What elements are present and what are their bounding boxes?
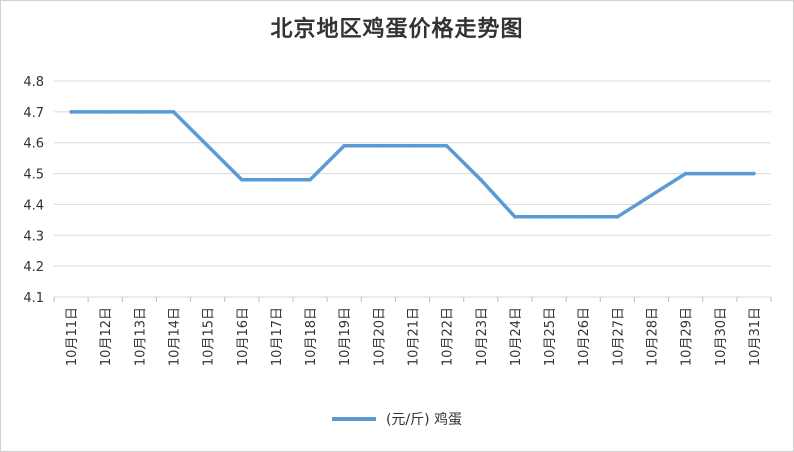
x-tick-label: 10月18日 (304, 307, 319, 366)
y-tick-label: 4.2 (23, 260, 44, 275)
x-tick-label: 10月27日 (611, 307, 626, 366)
x-tick-label: 10月21日 (407, 307, 422, 366)
data-point (479, 177, 483, 182)
data-point (69, 110, 73, 114)
series-line-egg (71, 110, 754, 219)
x-tick-label: 10月26日 (577, 307, 592, 366)
x-tick-label: 10月28日 (646, 307, 661, 366)
x-tick-label: 10月23日 (475, 307, 490, 366)
data-point (718, 171, 722, 176)
legend-label: (元/斤) 鸡蛋 (385, 412, 463, 428)
x-tick-label: 10月12日 (99, 307, 114, 366)
y-tick-label: 4.1 (23, 291, 44, 306)
x-tick-label: 10月11日 (65, 307, 80, 366)
data-point (513, 215, 517, 219)
x-tick-label: 10月17日 (270, 307, 285, 366)
x-tick-label: 10月29日 (680, 307, 695, 366)
x-tick-label: 10月31日 (748, 307, 763, 366)
x-tick-label: 10月14日 (168, 307, 183, 366)
data-point (752, 171, 756, 176)
data-point (444, 144, 449, 148)
legend-swatch (331, 417, 376, 421)
data-point (376, 144, 381, 148)
y-tick-label: 4.3 (23, 229, 44, 244)
data-point (547, 215, 551, 219)
data-point (308, 177, 312, 182)
data-point (103, 110, 107, 114)
x-tick-label: 10月24日 (509, 307, 524, 366)
chart-title: 北京地区鸡蛋价格走势图 (270, 17, 524, 42)
data-point (649, 193, 654, 197)
data-point (615, 215, 620, 219)
data-point (683, 171, 688, 176)
x-tick-label: 10月20日 (372, 307, 387, 366)
y-tick-label: 4.7 (23, 106, 44, 121)
data-point (342, 144, 347, 148)
data-point (171, 110, 176, 114)
data-point (410, 144, 415, 148)
legend: (元/斤) 鸡蛋 (1, 409, 793, 429)
data-point (137, 110, 142, 114)
x-tick-label: 10月19日 (338, 307, 353, 366)
data-point (274, 177, 278, 182)
x-tick-label: 10月16日 (236, 307, 251, 366)
x-tick-label: 10月15日 (202, 307, 217, 366)
x-tick-label: 10月30日 (714, 307, 729, 366)
y-tick-label: 4.6 (23, 137, 44, 152)
x-tick-label: 10月13日 (133, 307, 148, 366)
x-tick-label: 10月22日 (441, 307, 456, 366)
y-tick-label: 4.5 (23, 168, 44, 183)
x-tick-label: 10月25日 (543, 307, 558, 366)
y-tick-label: 4.4 (23, 198, 44, 213)
data-point (240, 177, 244, 182)
y-tick-label: 4.8 (23, 75, 44, 90)
data-point (581, 215, 585, 219)
data-point (205, 144, 210, 148)
